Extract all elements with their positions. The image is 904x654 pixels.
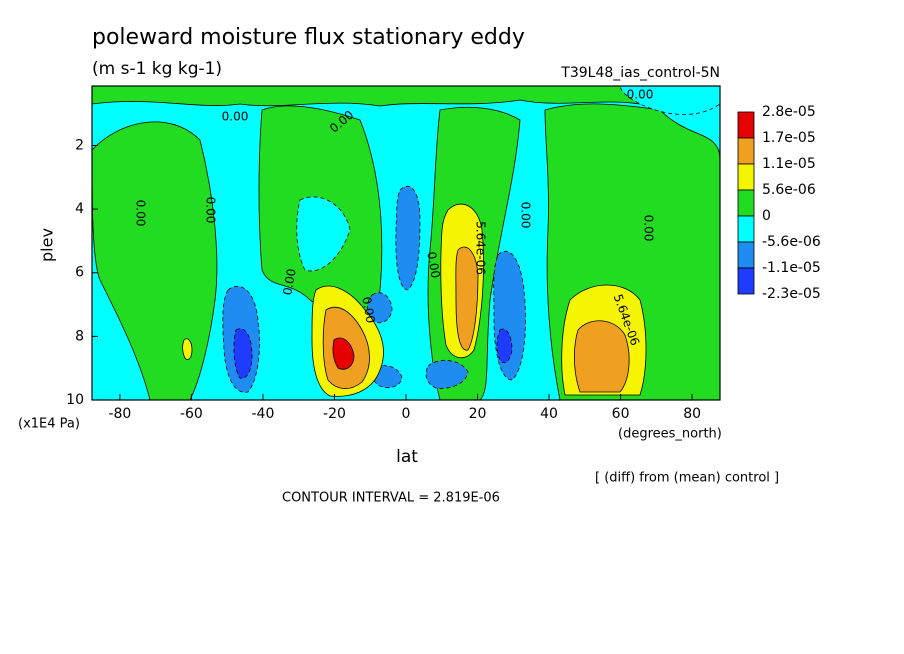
y-tick-label: 2 xyxy=(75,137,84,153)
x-tick-label: -20 xyxy=(323,406,346,422)
colorbar-box xyxy=(737,189,755,217)
contour-fill xyxy=(367,292,393,324)
contour-fill xyxy=(619,86,720,115)
x-tick-label: 60 xyxy=(612,406,630,422)
x-tick-label: -60 xyxy=(180,406,203,422)
contour-label: 0.00 xyxy=(424,251,442,280)
contour-label: 5.64e-06 xyxy=(474,221,488,275)
contour-label: 0.00 xyxy=(134,200,148,227)
colorbar-box xyxy=(737,163,755,191)
contour-label: 0.00 xyxy=(359,296,377,325)
colorbar-box xyxy=(737,137,755,165)
footnote: [ (diff) from (mean) control ] xyxy=(595,471,779,486)
subtitle: (m s-1 kg kg-1) xyxy=(92,59,222,79)
y-tick-label: 10 xyxy=(66,392,84,408)
contour-fill xyxy=(574,320,630,393)
y-tick-label: 4 xyxy=(75,201,84,217)
colorbar-box xyxy=(737,111,755,139)
colorbar-label: -5.6e-06 xyxy=(762,234,821,250)
x-tick-label: -80 xyxy=(108,406,131,422)
x-tick-label: 0 xyxy=(402,406,411,422)
y-tick-label: 8 xyxy=(75,328,84,344)
contour-label: 0.00 xyxy=(519,202,533,229)
colorbar-label: 0 xyxy=(762,208,771,224)
plot-area: 0.00 0.000.000.00 0.000.000.000.000.00 0.00… xyxy=(92,86,720,400)
colorbar-label: -1.1e-05 xyxy=(762,260,821,276)
contour-fill xyxy=(496,328,513,364)
contour-fill xyxy=(425,359,469,389)
x-tick-label: 40 xyxy=(540,406,558,422)
x-tick-label: -40 xyxy=(252,406,275,422)
colorbar-box xyxy=(737,215,755,243)
colorbar-box xyxy=(737,241,755,269)
contour-interval: CONTOUR INTERVAL = 2.819E-06 xyxy=(282,491,500,506)
colorbar-label: -2.3e-05 xyxy=(762,286,821,302)
colorbar-label: 2.8e-05 xyxy=(762,104,816,120)
chart-title: poleward moisture flux stationary eddy xyxy=(92,25,525,50)
contour-label: 0.00 xyxy=(222,110,249,124)
x-tick-label: 80 xyxy=(683,406,701,422)
colorbar-label: 1.7e-05 xyxy=(762,130,816,146)
colorbar-label: 5.6e-06 xyxy=(762,182,816,198)
run-label: T39L48_ias_control-5N xyxy=(560,65,720,81)
contour-label: 0.00 xyxy=(280,268,298,297)
contour-fill xyxy=(332,337,355,370)
contour-fill xyxy=(395,185,421,291)
colorbar-box xyxy=(737,267,755,295)
contour-fill xyxy=(233,328,253,379)
y-tick-label: 6 xyxy=(75,265,84,281)
x-tick-label: 20 xyxy=(469,406,487,422)
contour-label: 0.00 xyxy=(627,88,654,102)
x-units: (degrees_north) xyxy=(618,427,722,442)
contour-fill xyxy=(455,246,479,351)
x-label: lat xyxy=(396,447,418,467)
contour-label: 0.00 xyxy=(642,215,656,242)
contour-fill xyxy=(296,196,351,272)
contour-fill xyxy=(182,338,193,360)
y-label: plev xyxy=(38,228,57,262)
contour-label: 0.00 xyxy=(204,197,218,224)
y-units: (x1E4 Pa) xyxy=(18,417,80,432)
colorbar-label: 1.1e-05 xyxy=(762,156,816,172)
